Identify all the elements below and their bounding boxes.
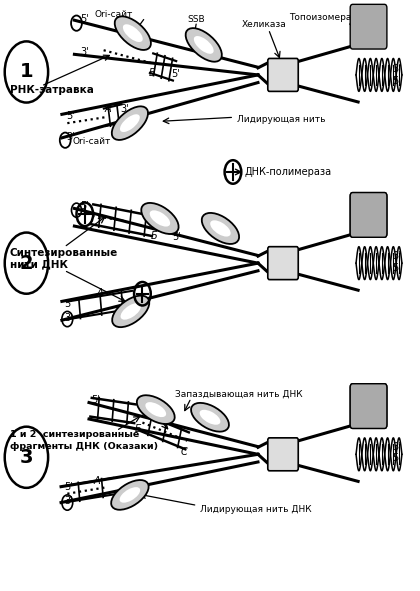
Text: 2: 2 bbox=[20, 254, 33, 272]
Text: 3: 3 bbox=[20, 448, 33, 467]
Text: Синтезированные: Синтезированные bbox=[10, 248, 118, 258]
Ellipse shape bbox=[202, 213, 239, 244]
Text: РНК-затравка: РНК-затравка bbox=[10, 85, 94, 95]
Text: 5': 5' bbox=[80, 14, 89, 24]
Ellipse shape bbox=[186, 28, 222, 61]
Ellipse shape bbox=[150, 210, 170, 226]
Text: Б: Б bbox=[135, 424, 142, 434]
FancyBboxPatch shape bbox=[350, 384, 387, 428]
FancyBboxPatch shape bbox=[350, 4, 387, 49]
FancyBboxPatch shape bbox=[350, 384, 387, 428]
Ellipse shape bbox=[120, 487, 140, 503]
Ellipse shape bbox=[145, 402, 166, 417]
Text: 5': 5' bbox=[392, 453, 401, 463]
Text: 3': 3' bbox=[80, 47, 89, 57]
Ellipse shape bbox=[123, 24, 143, 42]
Ellipse shape bbox=[137, 395, 175, 424]
Text: Ori-сайт: Ori-сайт bbox=[94, 10, 132, 19]
Text: A: A bbox=[97, 288, 103, 297]
FancyBboxPatch shape bbox=[268, 246, 298, 280]
Text: 1: 1 bbox=[20, 63, 33, 82]
Text: 3': 3' bbox=[392, 441, 401, 452]
Text: 5': 5' bbox=[80, 201, 89, 211]
Ellipse shape bbox=[111, 480, 149, 510]
FancyBboxPatch shape bbox=[350, 193, 387, 237]
Ellipse shape bbox=[210, 220, 231, 236]
Text: 5': 5' bbox=[392, 76, 401, 86]
Text: Б: Б bbox=[148, 68, 155, 78]
Text: A: A bbox=[94, 476, 101, 486]
FancyBboxPatch shape bbox=[350, 193, 387, 237]
Text: Б: Б bbox=[151, 231, 158, 241]
Ellipse shape bbox=[112, 296, 149, 327]
Text: 3': 3' bbox=[64, 496, 73, 506]
Ellipse shape bbox=[121, 303, 141, 320]
Text: 3': 3' bbox=[392, 64, 401, 74]
Text: 3': 3' bbox=[120, 104, 129, 114]
FancyBboxPatch shape bbox=[268, 59, 298, 92]
Text: 5': 5' bbox=[66, 111, 75, 121]
Ellipse shape bbox=[112, 106, 148, 140]
Ellipse shape bbox=[120, 114, 140, 132]
Text: ДНК-полимераза: ДНК-полимераза bbox=[244, 167, 331, 177]
Text: 5': 5' bbox=[172, 69, 180, 79]
Text: 3': 3' bbox=[392, 251, 401, 261]
Text: C: C bbox=[181, 447, 188, 457]
Text: Ori-сайт: Ori-сайт bbox=[72, 138, 111, 147]
Text: 5': 5' bbox=[64, 482, 73, 492]
Text: Лидирующая нить: Лидирующая нить bbox=[237, 115, 326, 124]
Text: 5': 5' bbox=[392, 263, 401, 273]
Text: 5': 5' bbox=[173, 232, 181, 242]
Text: Хеликаза: Хеликаза bbox=[241, 21, 286, 30]
Text: A: A bbox=[105, 104, 111, 114]
Ellipse shape bbox=[141, 203, 178, 234]
Text: Лидирующая нить ДНК: Лидирующая нить ДНК bbox=[200, 505, 311, 514]
Ellipse shape bbox=[191, 403, 229, 431]
Text: 3': 3' bbox=[66, 132, 75, 142]
Text: 5': 5' bbox=[91, 395, 100, 405]
FancyBboxPatch shape bbox=[268, 438, 298, 471]
Ellipse shape bbox=[200, 410, 221, 425]
Ellipse shape bbox=[194, 36, 214, 54]
Text: 3': 3' bbox=[64, 313, 73, 323]
Text: нити ДНК: нити ДНК bbox=[10, 259, 68, 269]
Text: SSB: SSB bbox=[187, 15, 205, 24]
Ellipse shape bbox=[115, 17, 151, 50]
Text: 5': 5' bbox=[64, 299, 73, 309]
Text: фрагменты ДНК (Оказаки): фрагменты ДНК (Оказаки) bbox=[10, 441, 158, 450]
Text: Запаздывающая нить ДНК: Запаздывающая нить ДНК bbox=[175, 390, 302, 399]
Text: Топоизомераза: Топоизомераза bbox=[289, 13, 362, 22]
Text: 1 и 2  синтезированные: 1 и 2 синтезированные bbox=[10, 430, 139, 440]
